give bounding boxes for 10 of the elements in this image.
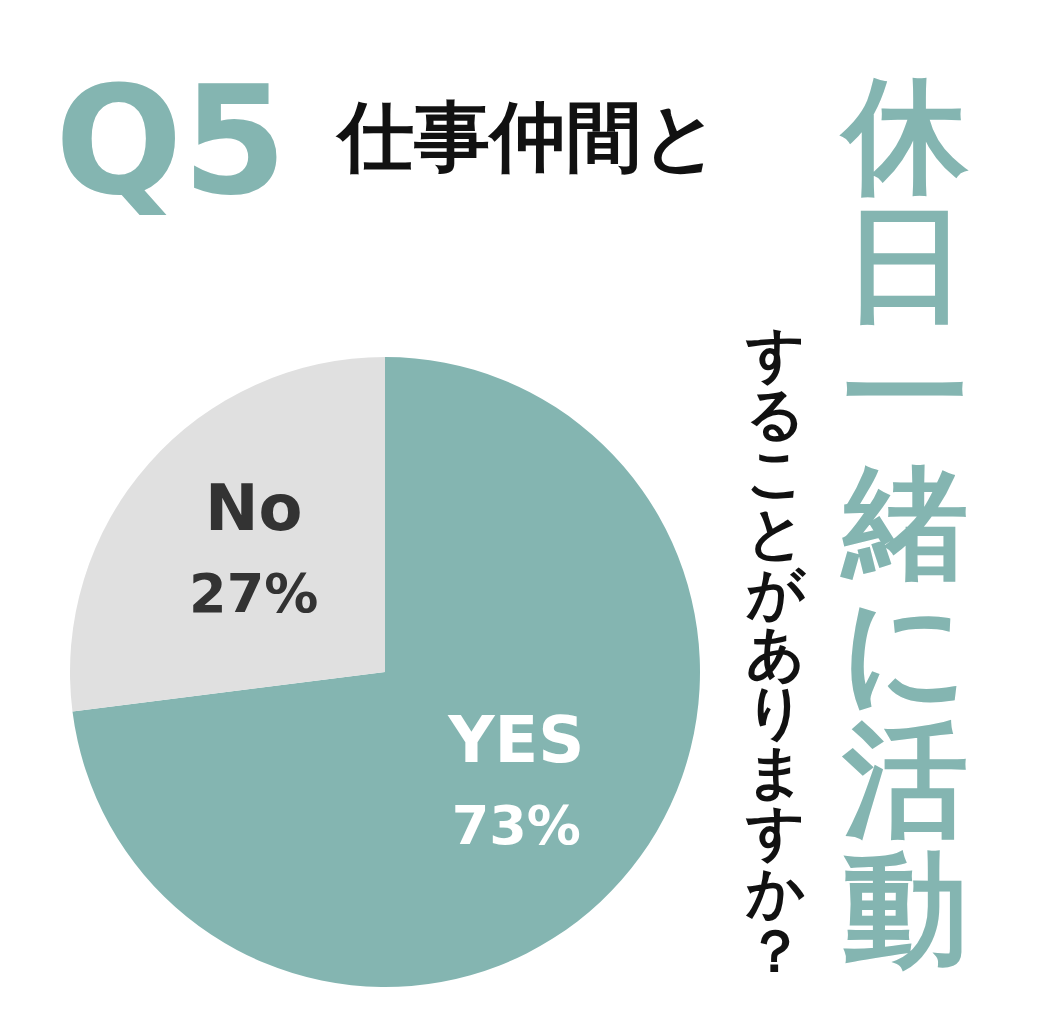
data-label: 27% xyxy=(189,562,319,626)
pie-slice xyxy=(70,357,385,712)
text: 休日一緒に活動 xyxy=(838,63,969,981)
data-label: 73% xyxy=(451,793,581,857)
pie-slice xyxy=(72,357,700,987)
text: することがありますか？ xyxy=(745,320,805,986)
slice-label: No xyxy=(204,471,303,546)
chart-title: Q5 xyxy=(55,54,287,228)
chart-subtitle: 仕事仲間と xyxy=(335,92,720,181)
slice-label: YES xyxy=(447,702,585,777)
